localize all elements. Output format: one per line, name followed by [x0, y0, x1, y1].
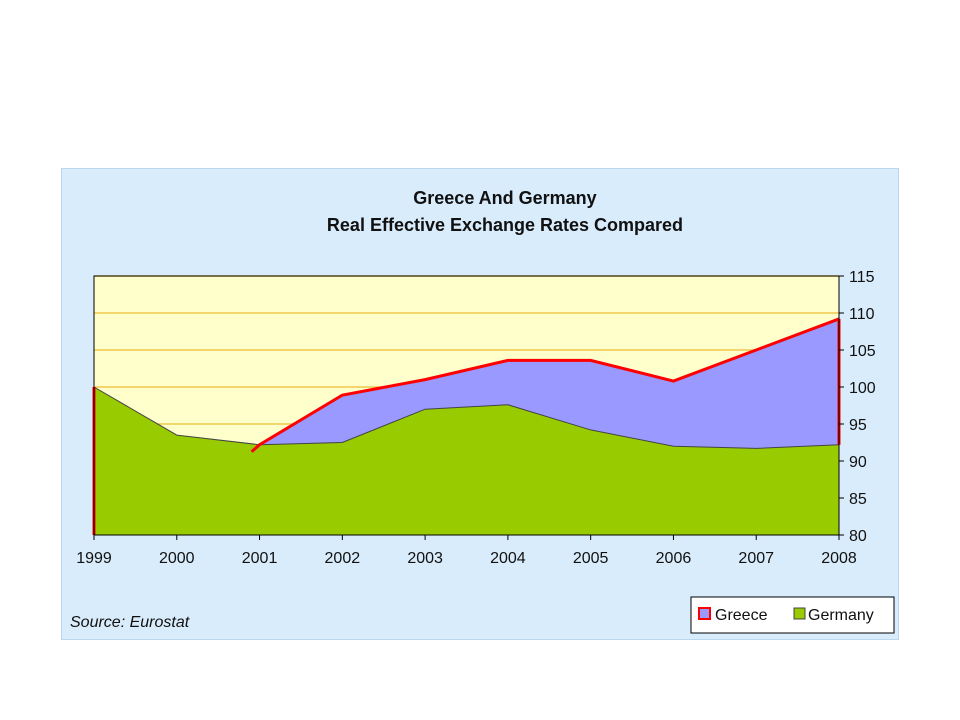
xtick-label-2007: 2007 — [738, 550, 774, 567]
line-germany — [93, 386, 840, 449]
xtick-label-1999: 1999 — [76, 550, 112, 567]
line-greece — [250, 317, 840, 453]
xtick-label-2004: 2004 — [490, 550, 526, 567]
xtick-label-2006: 2006 — [656, 550, 692, 567]
ytick-label-105: 105 — [849, 343, 876, 360]
legend-swatch-germany — [793, 607, 806, 620]
xtick-label-2001: 2001 — [242, 550, 278, 567]
chart-subtitle: Real Effective Exchange Rates Compared — [327, 215, 683, 235]
legend-label-germany: Germany — [808, 607, 874, 624]
plot-border — [93, 275, 840, 536]
ytick-label-85: 85 — [849, 491, 867, 508]
xtick-label-2008: 2008 — [821, 550, 857, 567]
legend-box — [690, 596, 895, 634]
legend: Greece Germany — [690, 596, 895, 634]
ytick-label-80: 80 — [849, 528, 867, 545]
xtick-label-2005: 2005 — [573, 550, 609, 567]
ytick-label-95: 95 — [849, 417, 867, 434]
chart-frame: Greece And Germany Real Effective Exchan… — [61, 168, 899, 640]
xtick-label-2002: 2002 — [325, 550, 361, 567]
legend-label-greece: Greece — [715, 607, 768, 624]
ytick-label-110: 110 — [849, 306, 875, 323]
ytick-label-90: 90 — [849, 454, 867, 471]
source-note: Source: Eurostat — [70, 614, 190, 631]
chart-title: Greece And Germany — [413, 188, 596, 208]
ytick-label-100: 100 — [849, 380, 876, 397]
xtick-label-2003: 2003 — [407, 550, 443, 567]
xtick-label-2000: 2000 — [159, 550, 195, 567]
area-chart: Greece And Germany Real Effective Exchan… — [70, 188, 895, 634]
ytick-label-115: 115 — [849, 269, 875, 286]
area-germany — [94, 387, 839, 535]
legend-swatch-greece — [698, 607, 711, 620]
